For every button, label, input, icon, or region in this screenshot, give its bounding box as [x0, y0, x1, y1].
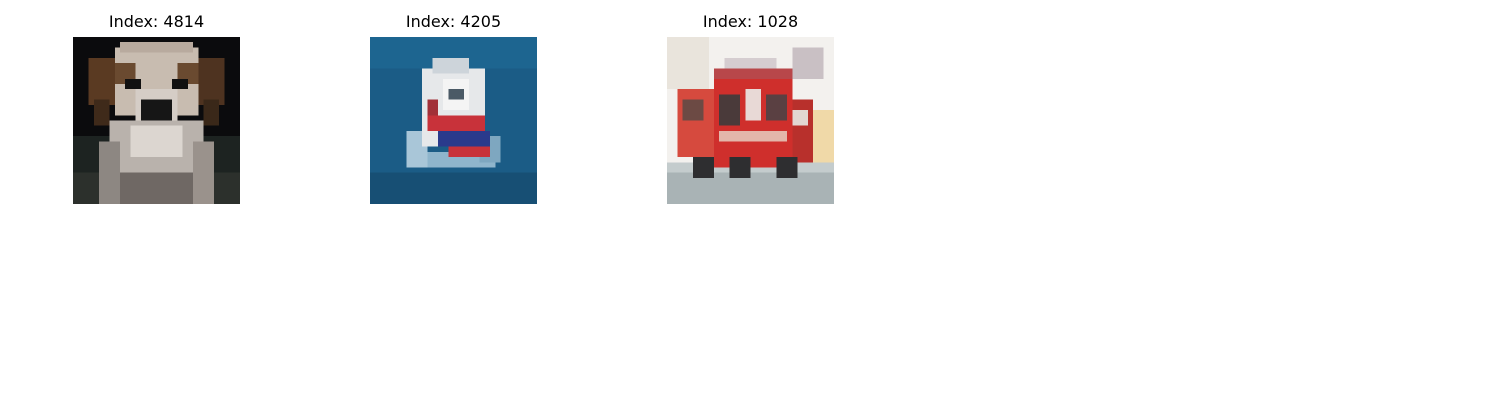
ship-image — [370, 37, 537, 204]
image-panel-1: Index: 4814 — [73, 0, 240, 210]
image-panel-2: Index: 4205 — [370, 0, 537, 210]
panel-title: Index: 4814 — [108, 12, 205, 31]
image-panel-3: Index: 1028 — [667, 0, 834, 210]
panel-title: Index: 4205 — [405, 12, 502, 31]
dog-image — [73, 37, 240, 204]
fire-truck-image — [667, 37, 834, 204]
panel-title: Index: 1028 — [702, 12, 799, 31]
